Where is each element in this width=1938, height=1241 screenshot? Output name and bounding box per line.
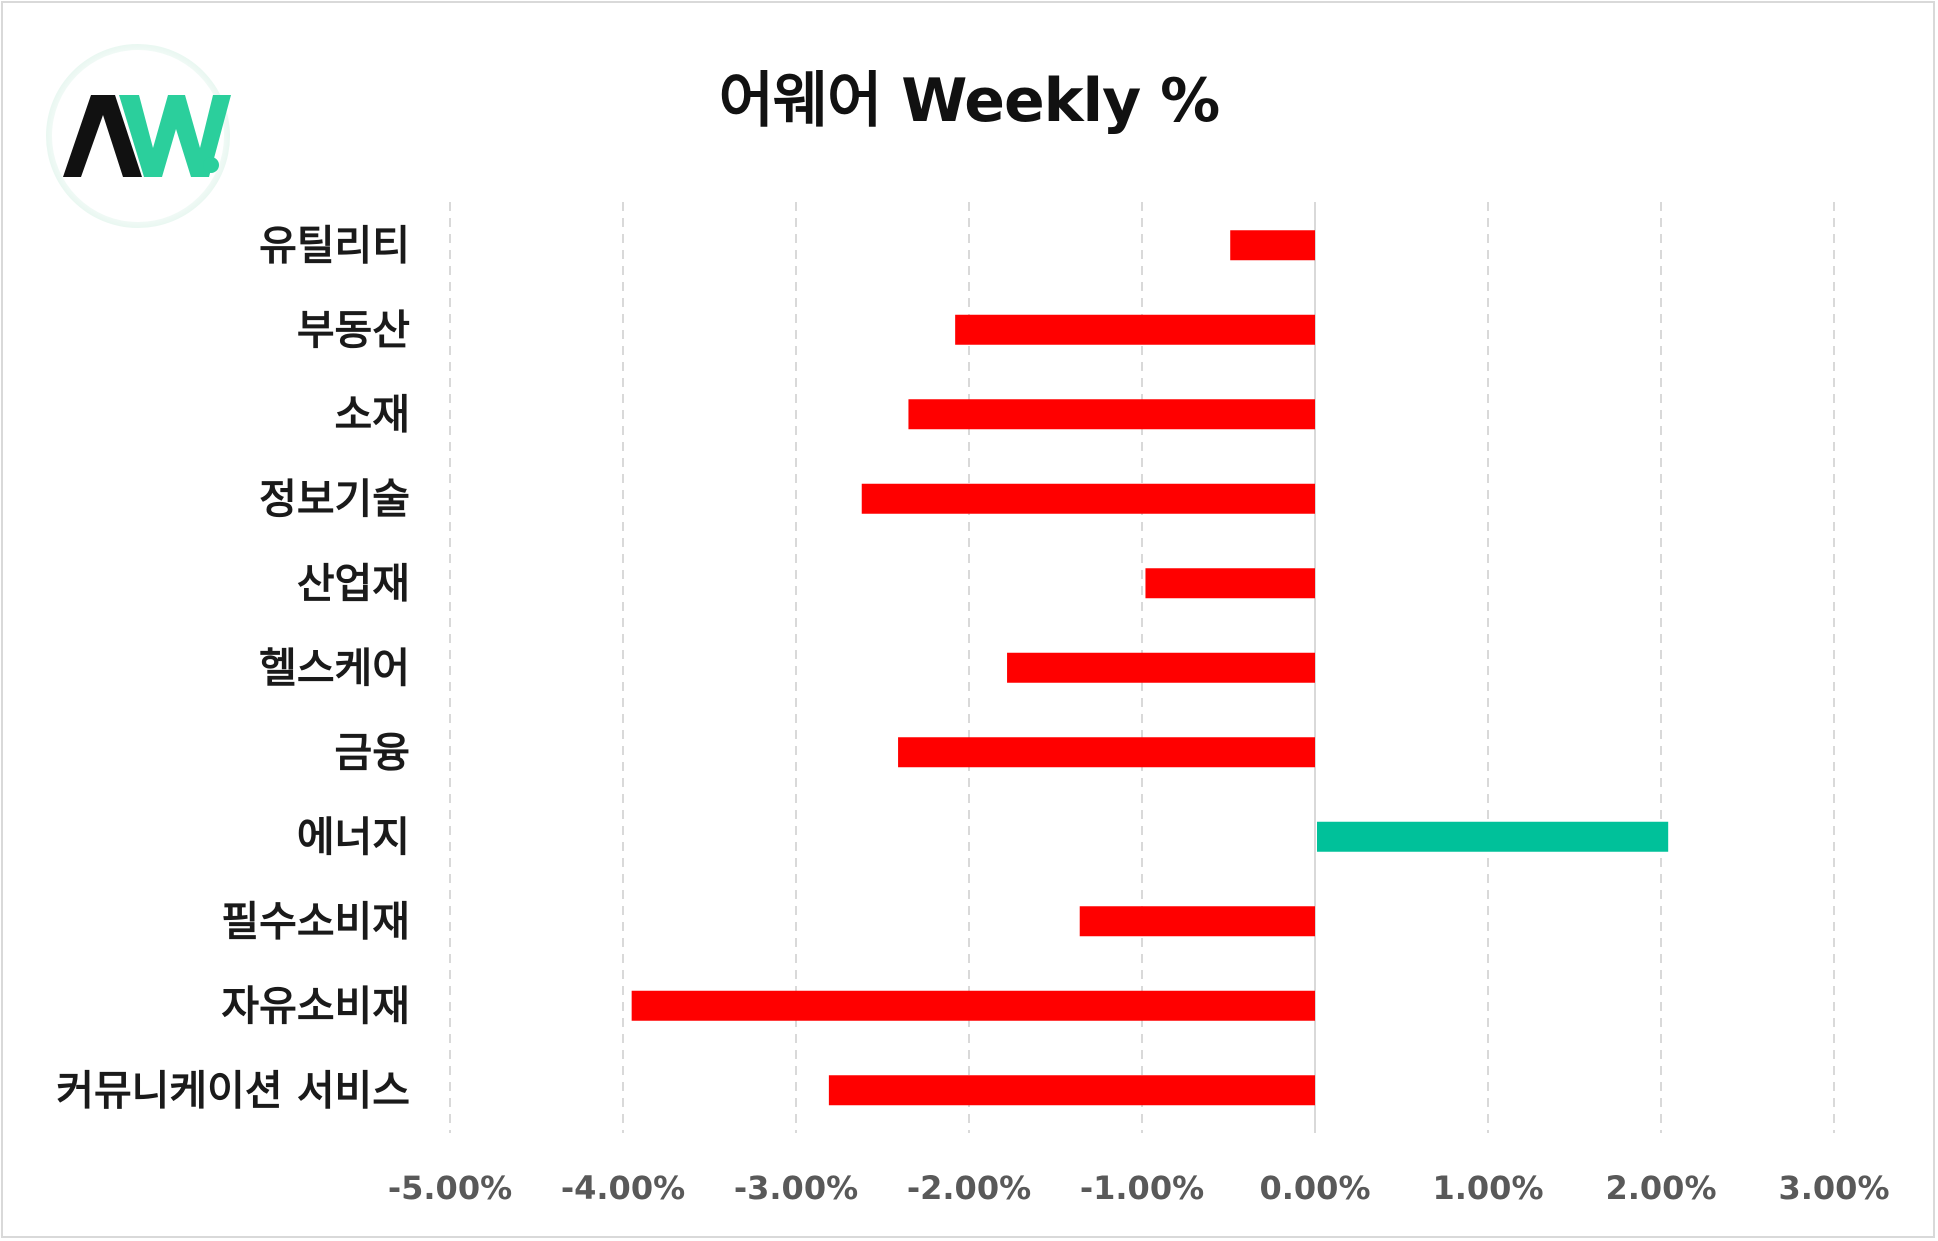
category-label: 정보기술 [259,475,410,523]
brand-logo [45,43,232,230]
x-tick-label: 0.00% [1259,1169,1370,1207]
bars [631,230,1669,1106]
bar-1 [1230,230,1315,261]
category-label: 부동산 [297,306,410,354]
x-tick-label: -2.00% [907,1169,1031,1207]
bar-10 [631,990,1315,1021]
bar-9 [1079,906,1315,937]
bar-11 [828,1075,1315,1106]
category-label: 헬스케어 [259,644,410,692]
x-tick-label: -1.00% [1080,1169,1204,1207]
bar-5 [1145,568,1315,599]
category-label: 커뮤니케이션 서비스 [56,1066,410,1114]
x-tick-label: 1.00% [1432,1169,1543,1207]
category-label: 자유소비재 [221,982,410,1030]
category-label: 에너지 [297,813,410,861]
x-tick-label: -3.00% [734,1169,858,1207]
bar-4 [861,483,1315,514]
bar-8 [1317,821,1669,852]
bar-6 [1007,652,1315,683]
category-label: 산업재 [297,559,410,607]
category-labels: 유틸리티부동산소재정보기술산업재헬스케어금융에너지필수소비재자유소비재커뮤니케이… [56,221,410,1114]
bar-3 [908,399,1315,430]
category-label: 금융 [335,728,410,776]
chart-title: 어웨어 Weekly % [718,66,1221,136]
x-tick-label: 2.00% [1605,1169,1716,1207]
bar-7 [898,737,1315,768]
category-label: 소재 [335,390,410,438]
category-label: 유틸리티 [259,221,410,269]
x-tick-label: -5.00% [388,1169,512,1207]
bar-2 [955,314,1315,345]
x-tick-label: 3.00% [1778,1169,1889,1207]
category-label: 필수소비재 [221,897,410,945]
x-tick-label: -4.00% [561,1169,685,1207]
x-axis-tick-labels: -5.00% -4.00% -3.00% -2.00% -1.00% 0.00% 1.00%… [388,1169,1890,1207]
